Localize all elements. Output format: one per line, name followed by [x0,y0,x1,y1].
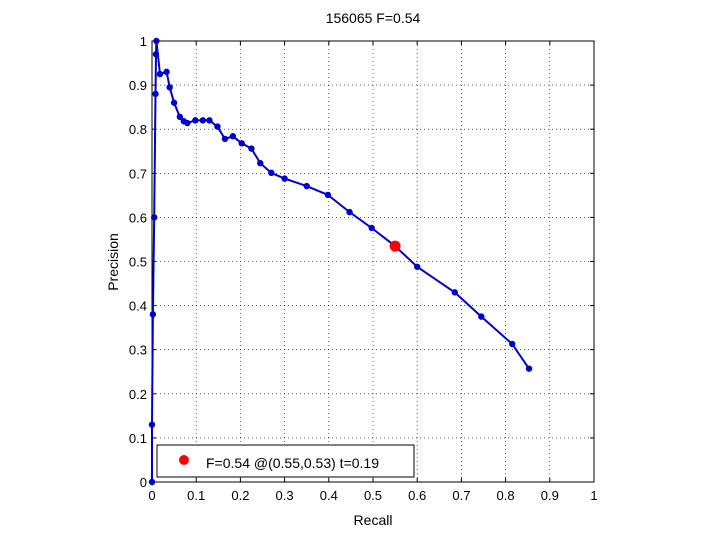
pr-curve-point [221,135,229,143]
pr-curve-point [451,289,458,296]
x-tick-label: 0.9 [541,488,559,503]
highlight-layer [389,240,401,252]
grid [152,41,594,482]
pr-curve-point [151,214,158,221]
y-tick-label: 0.4 [129,299,147,314]
pr-curve-point [268,169,275,177]
chart-title: 156065 F=0.54 [326,10,421,26]
x-tick-label: 0.3 [276,488,294,503]
pr-curve-point [281,175,288,182]
y-tick-label: 0.7 [129,166,147,181]
pr-curve-point [214,123,221,130]
pr-curve-point [184,119,191,127]
pr-curve-point [238,140,245,147]
y-tick-label: 0.2 [129,387,147,402]
y-tick-label: 0.9 [129,78,147,93]
pr-curve-point [199,117,207,124]
pr-curve-point [152,51,160,58]
y-axis-title: Precision [105,233,121,291]
x-tick-label: 0.8 [497,488,515,503]
pr-curve-point [163,68,170,76]
pr-curve-point [248,145,255,152]
pr-curve-point [206,117,213,124]
pr-curve-point [166,84,173,91]
legend-box [156,444,415,478]
legend: F=0.54 @(0.55,0.53) t=0.19 [156,444,415,478]
pr-curve-point [324,191,332,199]
y-tick-label: 0 [140,475,147,490]
pr-curve-point [148,421,156,428]
pr-curve-point [525,365,533,372]
pr-curve-point [149,311,157,318]
pr-curve-point [257,159,264,167]
pr-curve-point [414,263,421,270]
x-tick-label: 1 [590,488,597,503]
x-axis-title: Recall [354,512,393,528]
pr-curve-point [303,182,310,190]
pr-curve-point [478,313,485,320]
y-tick-label: 1 [140,34,147,49]
legend-label: F=0.54 @(0.55,0.53) t=0.19 [206,455,379,471]
y-tick-label: 0.8 [129,122,147,137]
pr-curve-point [153,37,160,45]
pr-curve-point [509,340,516,348]
best-f-point [389,240,401,252]
y-tick-labels: 0 0.1 0.2 0.3 0.4 0.5 0.6 0.7 0.8 0.9 1 [129,34,147,490]
pr-curve-point [152,90,159,98]
x-tick-label: 0.4 [320,488,338,503]
x-tick-labels: 0 0.1 0.2 0.3 0.4 0.5 0.6 0.7 0.8 0.9 1 [148,488,597,503]
pr-curve-point [176,113,184,121]
pr-curve-point [229,133,237,140]
legend-marker [179,455,189,465]
x-tick-label: 0.2 [231,488,249,503]
pr-curve-point [148,478,156,486]
pr-curve-point [346,208,353,216]
pr-curve-point [368,224,375,232]
y-tick-label: 0.6 [129,210,147,225]
y-tick-label: 0.5 [129,255,147,270]
y-tick-label: 0.3 [129,343,147,358]
x-tick-label: 0.6 [408,488,426,503]
x-tick-label: 0.5 [364,488,382,503]
pr-curve-point [192,117,199,124]
series-layer [148,37,533,486]
y-tick-label: 0.1 [129,431,147,446]
x-tick-label: 0.7 [452,488,470,503]
x-tick-label: 0 [148,488,155,503]
pr-curve-point [170,99,178,106]
x-tick-label: 0.1 [187,488,205,503]
pr-curve-point [156,70,164,78]
